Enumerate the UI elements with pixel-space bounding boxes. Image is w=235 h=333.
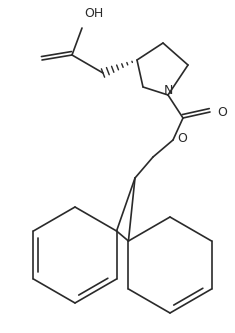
Text: O: O — [217, 106, 227, 119]
Text: N: N — [163, 84, 173, 97]
Text: OH: OH — [84, 7, 103, 20]
Text: O: O — [177, 132, 187, 145]
